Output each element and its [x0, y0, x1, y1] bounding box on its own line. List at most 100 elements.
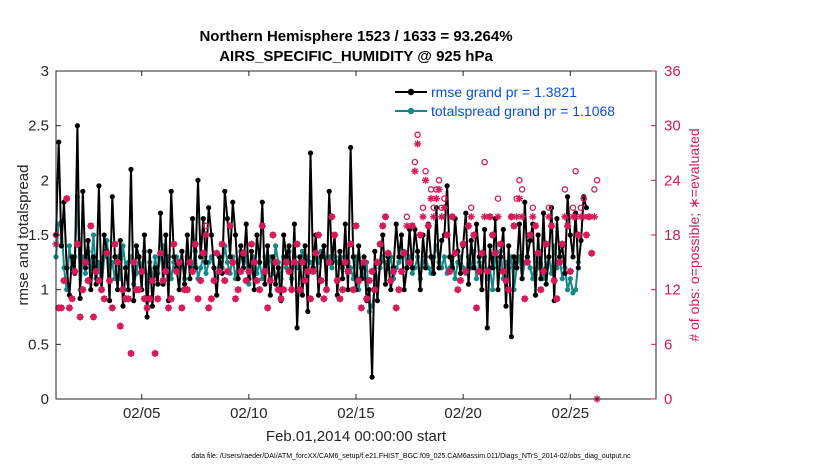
obs-evaluated-marker [446, 267, 454, 275]
obs-evaluated-marker [325, 258, 333, 266]
obs-evaluated-marker [314, 231, 323, 239]
rmse-point [439, 237, 445, 244]
obs-evaluated-marker [285, 267, 293, 275]
rmse-point [546, 254, 552, 260]
obs-evaluated-marker [68, 295, 76, 303]
obs-evaluated-marker [408, 222, 416, 230]
obs-evaluated-marker [478, 249, 486, 257]
y-axis-left-label: rmse and totalspread [15, 165, 32, 306]
obs-evaluated-marker [459, 240, 467, 248]
obs-evaluated-marker [103, 249, 111, 257]
legend-totalspread-label: totalspread grand pr = 1.1068 [431, 103, 615, 119]
y-right-tick-label: 30 [664, 118, 681, 135]
rmse-point [500, 226, 506, 233]
rmse-point [473, 221, 480, 227]
rmse-point [77, 295, 83, 301]
obs-evaluated-marker [106, 277, 114, 285]
rmse-point [190, 216, 196, 222]
rmse-point [393, 221, 399, 227]
rmse-point [307, 150, 314, 156]
obs-evaluated-marker [84, 277, 92, 285]
obs-evaluated-marker [87, 222, 95, 230]
obs-evaluated-marker [218, 240, 226, 248]
rmse-point [532, 292, 539, 298]
obs-evaluated-marker [124, 295, 132, 303]
rmse-point [436, 265, 442, 271]
obs-possible-marker [422, 167, 429, 175]
obs-evaluated-marker [419, 213, 427, 221]
obs-count-markers [52, 131, 601, 403]
rmse-point [238, 243, 244, 249]
rmse-point [578, 237, 584, 244]
rmse-point [267, 292, 273, 298]
y-axis-left: 0 0.5 1 1.5 2 2.5 3 [28, 63, 61, 408]
rmse-point [305, 308, 311, 315]
totalspread-point [203, 270, 209, 276]
rmse-point [136, 254, 142, 260]
y-left-tick-label: 1 [41, 282, 49, 299]
rmse-point [508, 334, 514, 340]
obs-evaluated-marker [221, 277, 229, 285]
rmse-point [468, 237, 474, 244]
obs-evaluated-marker [164, 304, 173, 312]
rmse-point [69, 254, 75, 260]
rmse-point [109, 194, 115, 200]
obs-evaluated-marker [451, 249, 459, 257]
obs-possible-marker [516, 177, 523, 184]
rmse-point [123, 265, 129, 271]
rmse-point [168, 188, 174, 194]
obs-evaluated-marker [379, 222, 387, 230]
rmse-point [265, 243, 271, 249]
x-tick-label: 02/10 [230, 405, 268, 422]
obs-evaluated-marker [483, 267, 491, 275]
rmse-point [567, 232, 573, 238]
rmse-point [128, 166, 134, 172]
obs-evaluated-marker [272, 258, 280, 266]
obs-possible-marker [577, 204, 585, 211]
obs-possible-marker [591, 186, 598, 193]
rmse-point [82, 265, 89, 271]
obs-evaluated-marker [223, 267, 231, 275]
obs-evaluated-marker [237, 267, 245, 275]
obs-evaluated-marker [435, 185, 443, 193]
totalspread-point [527, 265, 533, 271]
obs-evaluated-marker [309, 267, 317, 275]
obs-evaluated-marker [462, 267, 470, 275]
rmse-point [350, 254, 356, 260]
obs-evaluated-marker [341, 258, 349, 266]
rmse-point [565, 194, 571, 200]
obs-evaluated-marker [205, 304, 213, 312]
rmse-point [96, 183, 102, 189]
rmse-point [157, 210, 164, 216]
obs-evaluated-marker [414, 140, 422, 148]
obs-evaluated-marker [438, 213, 446, 221]
data-file-footnote: data file: /Users/raeder/DAI/ATM_forcXX/… [191, 453, 631, 460]
rmse-point [294, 325, 300, 331]
rmse-point [273, 281, 279, 287]
obs-evaluated-marker [515, 195, 523, 203]
obs-evaluated-marker [154, 295, 162, 303]
rmse-point [374, 298, 380, 304]
obs-evaluated-marker [266, 277, 274, 285]
totalspread-point [490, 287, 496, 293]
obs-evaluated-marker [135, 286, 143, 294]
obs-evaluated-marker [389, 267, 398, 275]
obs-possible-marker [441, 195, 448, 202]
obs-evaluated-marker [296, 286, 304, 294]
obs-evaluated-marker [531, 222, 540, 230]
rmse-point [283, 254, 289, 260]
obs-evaluated-marker [256, 286, 264, 294]
obs-evaluated-marker [400, 249, 408, 257]
obs-evaluated-marker [539, 267, 548, 275]
rmse-point [382, 281, 389, 287]
y-left-tick-label: 1.5 [28, 227, 49, 244]
rmse-point [299, 292, 305, 298]
rmse-point [372, 248, 378, 254]
obs-evaluated-marker [333, 277, 341, 285]
rmse-point [415, 248, 421, 254]
obs-evaluated-marker [63, 195, 71, 203]
rmse-point [232, 232, 239, 238]
obs-evaluated-marker [574, 231, 582, 239]
obs-evaluated-marker [443, 231, 451, 239]
obs-possible-marker [411, 158, 419, 166]
